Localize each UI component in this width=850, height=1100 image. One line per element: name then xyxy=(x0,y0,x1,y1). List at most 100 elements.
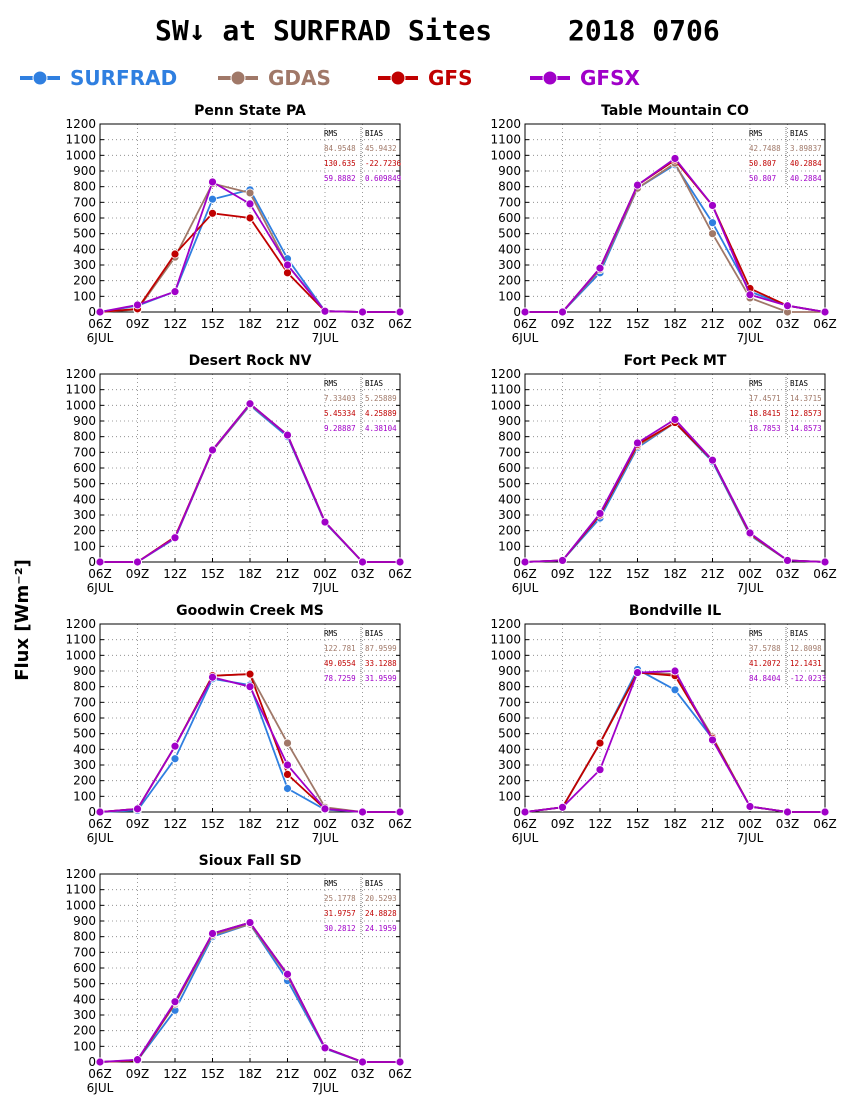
x-tick-label: 18Z xyxy=(238,567,262,581)
data-point xyxy=(820,807,830,817)
y-tick-label: 600 xyxy=(498,461,521,475)
figure-title-left: SW↓ at SURFRAD Sites xyxy=(155,14,492,47)
y-tick-label: 600 xyxy=(498,211,521,225)
stats-header-bias: BIAS xyxy=(790,379,809,388)
series-gfs xyxy=(520,418,830,567)
stats-bias-value: 40.2884 xyxy=(790,159,822,168)
y-tick-label: 600 xyxy=(498,711,521,725)
x-tick-label: 06Z xyxy=(88,817,112,831)
y-tick-label: 1100 xyxy=(65,633,96,647)
data-point xyxy=(358,557,367,567)
data-point xyxy=(170,533,180,543)
data-point xyxy=(395,1057,405,1067)
y-tick-label: 900 xyxy=(73,164,96,178)
x-tick-label: 15Z xyxy=(201,317,225,331)
data-point xyxy=(95,307,105,317)
x-tick-label: 18Z xyxy=(663,317,687,331)
data-point xyxy=(95,1057,105,1067)
y-tick-label: 300 xyxy=(498,508,521,522)
x-tick-label: 03Z xyxy=(351,317,375,331)
data-point xyxy=(820,557,830,567)
y-tick-label: 600 xyxy=(73,461,96,475)
series-line xyxy=(99,673,400,813)
x-tick-label: 06Z xyxy=(88,567,112,581)
y-tick-label: 1100 xyxy=(490,633,521,647)
data-point xyxy=(133,804,142,814)
x-tick-label: 21Z xyxy=(276,817,300,831)
data-point xyxy=(133,300,142,310)
series-gdas xyxy=(95,400,405,567)
y-tick-label: 500 xyxy=(73,477,96,491)
stats-header-rms: RMS xyxy=(324,379,338,388)
x-tick-label: 18Z xyxy=(663,817,687,831)
y-tick-label: 400 xyxy=(73,742,96,756)
data-point xyxy=(558,802,567,812)
stats-rms-value: 18.7853 xyxy=(749,424,781,433)
data-point xyxy=(708,201,717,210)
data-point xyxy=(708,735,717,745)
stats-bias-value: 4.25889 xyxy=(365,409,397,418)
data-point xyxy=(708,218,717,228)
y-tick-label: 500 xyxy=(73,727,96,741)
data-point xyxy=(358,307,367,317)
y-tick-label: 900 xyxy=(498,164,521,178)
y-tick-label: 300 xyxy=(498,258,521,272)
x-tick-label: 12Z xyxy=(588,317,612,331)
x-tick-label: 12Z xyxy=(163,317,187,331)
x-tick-label: 09Z xyxy=(551,567,575,581)
series-line xyxy=(99,923,400,1063)
x-tick-label: 06Z xyxy=(813,817,837,831)
x-date-label-start: 6JUL xyxy=(87,331,114,345)
data-point xyxy=(520,307,530,317)
legend-item-surfrad: SURFRAD xyxy=(20,66,177,90)
stats-rms-value: 84.9548 xyxy=(324,144,356,153)
x-tick-label: 18Z xyxy=(238,1067,262,1081)
y-tick-label: 1200 xyxy=(65,867,96,881)
series-line xyxy=(99,921,400,1063)
legend-label: GFSX xyxy=(580,66,640,90)
stats-rms-value: 41.2072 xyxy=(749,659,781,668)
stats-rms-value: 37.5788 xyxy=(749,644,781,653)
data-point xyxy=(670,154,680,163)
stats-table: RMS BIAS 42.7488 3.89837 50.807 40.2884 50.807… xyxy=(749,127,822,184)
y-tick-label: 500 xyxy=(498,477,521,491)
stats-rms-value: 30.2812 xyxy=(324,924,356,933)
y-tick-label: 200 xyxy=(498,524,521,538)
data-point xyxy=(745,528,755,538)
y-tick-label: 1100 xyxy=(490,133,521,147)
y-tick-label: 1000 xyxy=(65,398,96,412)
y-tick-label: 800 xyxy=(498,430,521,444)
x-tick-label: 06Z xyxy=(513,317,537,331)
x-tick-label: 06Z xyxy=(513,567,537,581)
stats-bias-value: 12.8573 xyxy=(790,409,822,418)
data-point xyxy=(208,929,217,938)
series-line xyxy=(524,421,826,563)
x-tick-label: 12Z xyxy=(588,567,612,581)
y-tick-label: 300 xyxy=(498,758,521,772)
y-tick-label: 700 xyxy=(73,945,96,959)
stats-header-bias: BIAS xyxy=(365,879,384,888)
stats-rms-value: 84.8404 xyxy=(749,674,781,683)
y-tick-label: 700 xyxy=(73,445,96,459)
data-point xyxy=(633,180,642,190)
y-tick-label: 700 xyxy=(73,195,96,209)
series-gfsx xyxy=(95,399,405,567)
y-tick-label: 0 xyxy=(88,805,96,819)
data-point xyxy=(745,802,755,811)
x-date-label-mid: 7JUL xyxy=(737,331,764,345)
panel-title: Fort Peck MT xyxy=(624,353,727,369)
x-tick-label: 21Z xyxy=(276,1067,300,1081)
x-tick-label: 03Z xyxy=(351,817,375,831)
series-gfsx xyxy=(95,672,405,817)
legend-item-gfsx: GFSX xyxy=(530,66,640,90)
stats-table: RMS BIAS 17.4571 14.3715 18.8415 12.8573 18.78… xyxy=(749,377,822,434)
x-tick-label: 18Z xyxy=(663,567,687,581)
series-line xyxy=(524,421,826,563)
x-tick-label: 06Z xyxy=(513,817,537,831)
y-tick-label: 500 xyxy=(73,977,96,991)
data-point xyxy=(670,685,680,695)
data-point xyxy=(708,229,717,239)
y-tick-label: 200 xyxy=(498,274,521,288)
